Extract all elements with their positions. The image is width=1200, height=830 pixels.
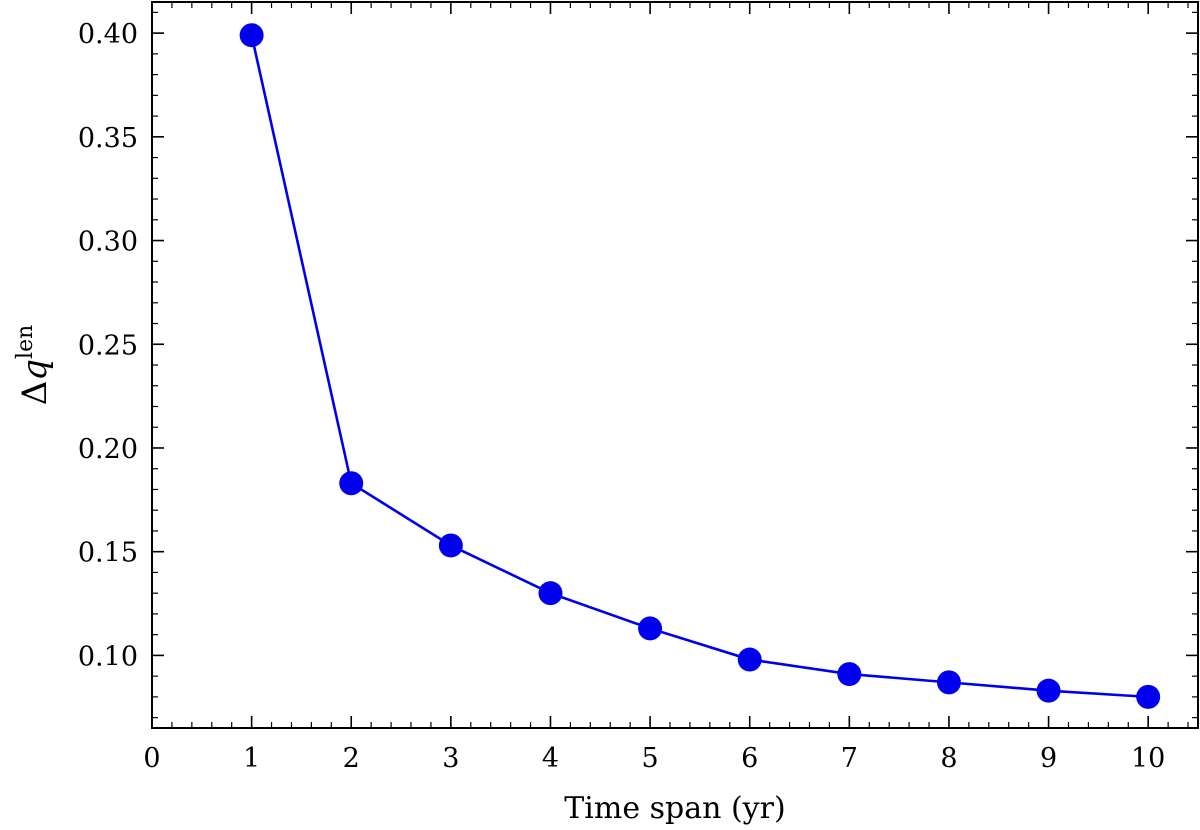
data-point [737, 647, 762, 672]
y-axis-title-superscript: len [13, 325, 38, 359]
x-tick-label: 3 [442, 743, 459, 774]
data-point [538, 581, 563, 606]
data-point [339, 471, 364, 496]
x-tick-label: 6 [741, 743, 758, 774]
data-point [638, 616, 663, 641]
y-axis-title: Δqlen [13, 325, 55, 406]
y-tick-label: 0.40 [78, 19, 138, 50]
x-tick-label: 5 [642, 743, 659, 774]
y-tick-label: 0.25 [78, 330, 138, 361]
y-tick-label: 0.35 [78, 123, 138, 154]
y-tick-label: 0.10 [78, 641, 138, 672]
x-tick-label: 2 [343, 743, 360, 774]
x-tick-label: 0 [143, 743, 160, 774]
tick-labels: 0 1 2 3 4 5 6 7 8 9 10 0.10 0.15 0.20 0.25 0.30 0.35 0.40 [78, 19, 1165, 774]
data-point [1036, 678, 1061, 703]
y-tick-label: 0.20 [78, 434, 138, 465]
data-point [837, 662, 862, 687]
data-point [438, 533, 463, 558]
y-axis-title-symbol: q [15, 359, 55, 381]
y-tick-label: 0.15 [78, 538, 138, 569]
x-tick-label: 9 [1040, 743, 1057, 774]
x-tick-label: 7 [841, 743, 858, 774]
plot-frame [151, 1, 1199, 729]
x-tick-label: 4 [542, 743, 559, 774]
series-line [250, 34, 1149, 699]
y-axis-title-delta: Δ [15, 381, 55, 406]
x-axis-title: Time span (yr) [564, 791, 785, 826]
x-tick-label: 8 [940, 743, 957, 774]
data-point [1136, 684, 1161, 709]
y-tick-label: 0.30 [78, 227, 138, 258]
data-point [239, 23, 264, 48]
x-tick-label: 1 [243, 743, 260, 774]
x-tick-label: 10 [1131, 743, 1165, 774]
series [239, 23, 1161, 709]
data-point [936, 670, 961, 695]
